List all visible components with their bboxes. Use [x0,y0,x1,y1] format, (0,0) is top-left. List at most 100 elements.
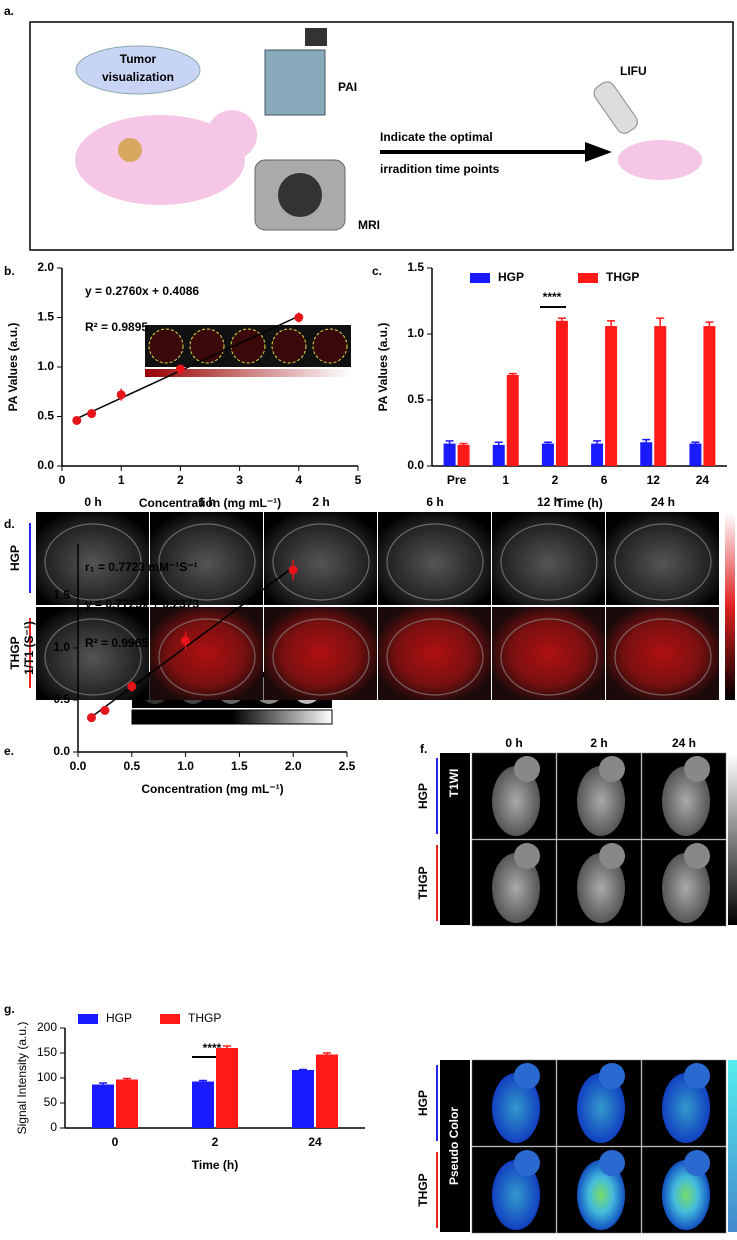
column-label: 24 h [651,495,675,509]
x-tick-label: 2.0 [285,759,302,773]
y-axis-label: PA Values (a.u.) [376,323,390,412]
annotation: **** [543,290,562,304]
tumor [118,138,142,162]
x-tick-label: 1.5 [231,759,248,773]
x-axis-label: Time (h) [556,496,602,510]
point [100,705,110,715]
x-tick-label: 0.0 [70,759,87,773]
annotation: y = 0.2760x + 0.4086 [85,284,199,298]
mouse-head [684,843,710,869]
annotation: R² = 0.9965 [85,636,148,650]
y-tick-label: 2.0 [37,260,54,274]
bar [192,1081,214,1128]
x-tick-label: 12 [647,473,661,487]
y-tick-label: 1.0 [37,359,54,373]
legend-swatch [78,1014,98,1024]
x-tick-label: 0 [112,1135,119,1149]
colorbar [728,753,737,925]
arrow-text: Indicate the optimal [380,130,493,144]
x-tick-label: 1.0 [177,759,194,773]
x-tick-label: 2 [552,473,559,487]
column-label: 2 h [312,495,329,509]
us-image [492,512,605,605]
point [127,681,137,691]
column-label: 1 h [198,495,215,509]
arrow-text: irradition time points [380,162,500,176]
bar [92,1084,114,1128]
mouse-body [662,853,710,923]
pai-machine [264,49,326,116]
legend-swatch [160,1014,180,1024]
mouse-head [514,1150,540,1176]
us-outline [614,618,712,696]
y-tick-label: 0.0 [53,744,70,758]
x-axis-label: Time (h) [192,1158,238,1172]
row-label: HGP [8,545,22,571]
inset-well [148,328,184,364]
mouse-body [492,853,540,923]
us-image [378,607,491,700]
mouse-head [207,110,257,160]
lifu-label: LIFU [620,64,647,78]
mouse-body [577,766,625,836]
y-tick-label: 1.5 [407,260,424,274]
annotation: r₁ = 0.7723 mM⁻¹S⁻¹ [85,560,198,574]
mouse-body [492,766,540,836]
x-tick-label: 0 [59,473,66,487]
x-tick-label: 4 [295,473,302,487]
us-outline [500,523,598,601]
bar [605,326,618,466]
x-tick-label: 24 [308,1135,322,1149]
panel-label: b. [4,264,15,278]
us-outline [386,618,484,696]
panel-label: a. [4,4,14,18]
legend-label: THGP [188,1011,221,1025]
inset-well [271,328,307,364]
us-outline [44,618,142,696]
point [288,565,298,575]
colorbar [728,1060,737,1232]
label-strip [440,753,470,925]
annotation: R² = 0.9895 [85,320,148,334]
row-label: HGP [416,783,430,809]
panel-label: e. [4,744,14,758]
mouse-head [599,1150,625,1176]
mouse-head [514,756,540,782]
mouse-head [514,1063,540,1089]
us-outline [272,523,370,601]
mouse-head [514,843,540,869]
us-image [606,512,719,605]
panel-label: g. [4,1002,15,1016]
point [72,415,82,425]
mouse-body [577,1160,625,1230]
y-tick-label: 150 [37,1045,57,1059]
bar [292,1070,314,1128]
us-image [264,607,377,700]
row-label: THGP [416,1173,430,1206]
x-tick-label: 5 [355,473,362,487]
y-tick-label: 0.0 [407,458,424,472]
us-image [264,512,377,605]
point [294,313,304,322]
y-tick-label: 0.5 [53,692,70,706]
inset-well [230,328,266,364]
cloud [75,45,201,95]
x-tick-label: 3 [236,473,243,487]
mouse-body [662,766,710,836]
x-axis-label: Concentration (mg mL⁻¹) [141,782,283,796]
y-tick-label: 100 [37,1070,57,1084]
mouse-body [577,1073,625,1143]
panel-label: f. [420,742,427,756]
section-label: T1WI [447,769,461,798]
mouse-head [684,1150,710,1176]
lifu-probe [593,81,638,134]
row-label: THGP [416,866,430,899]
us-image [378,512,491,605]
y-tick-label: 1.5 [53,588,70,602]
column-label: 6 h [426,495,443,509]
y-tick-label: 1.0 [53,640,70,654]
point [87,409,97,419]
x-tick-label: 2 [177,473,184,487]
legend-label: HGP [106,1011,132,1025]
